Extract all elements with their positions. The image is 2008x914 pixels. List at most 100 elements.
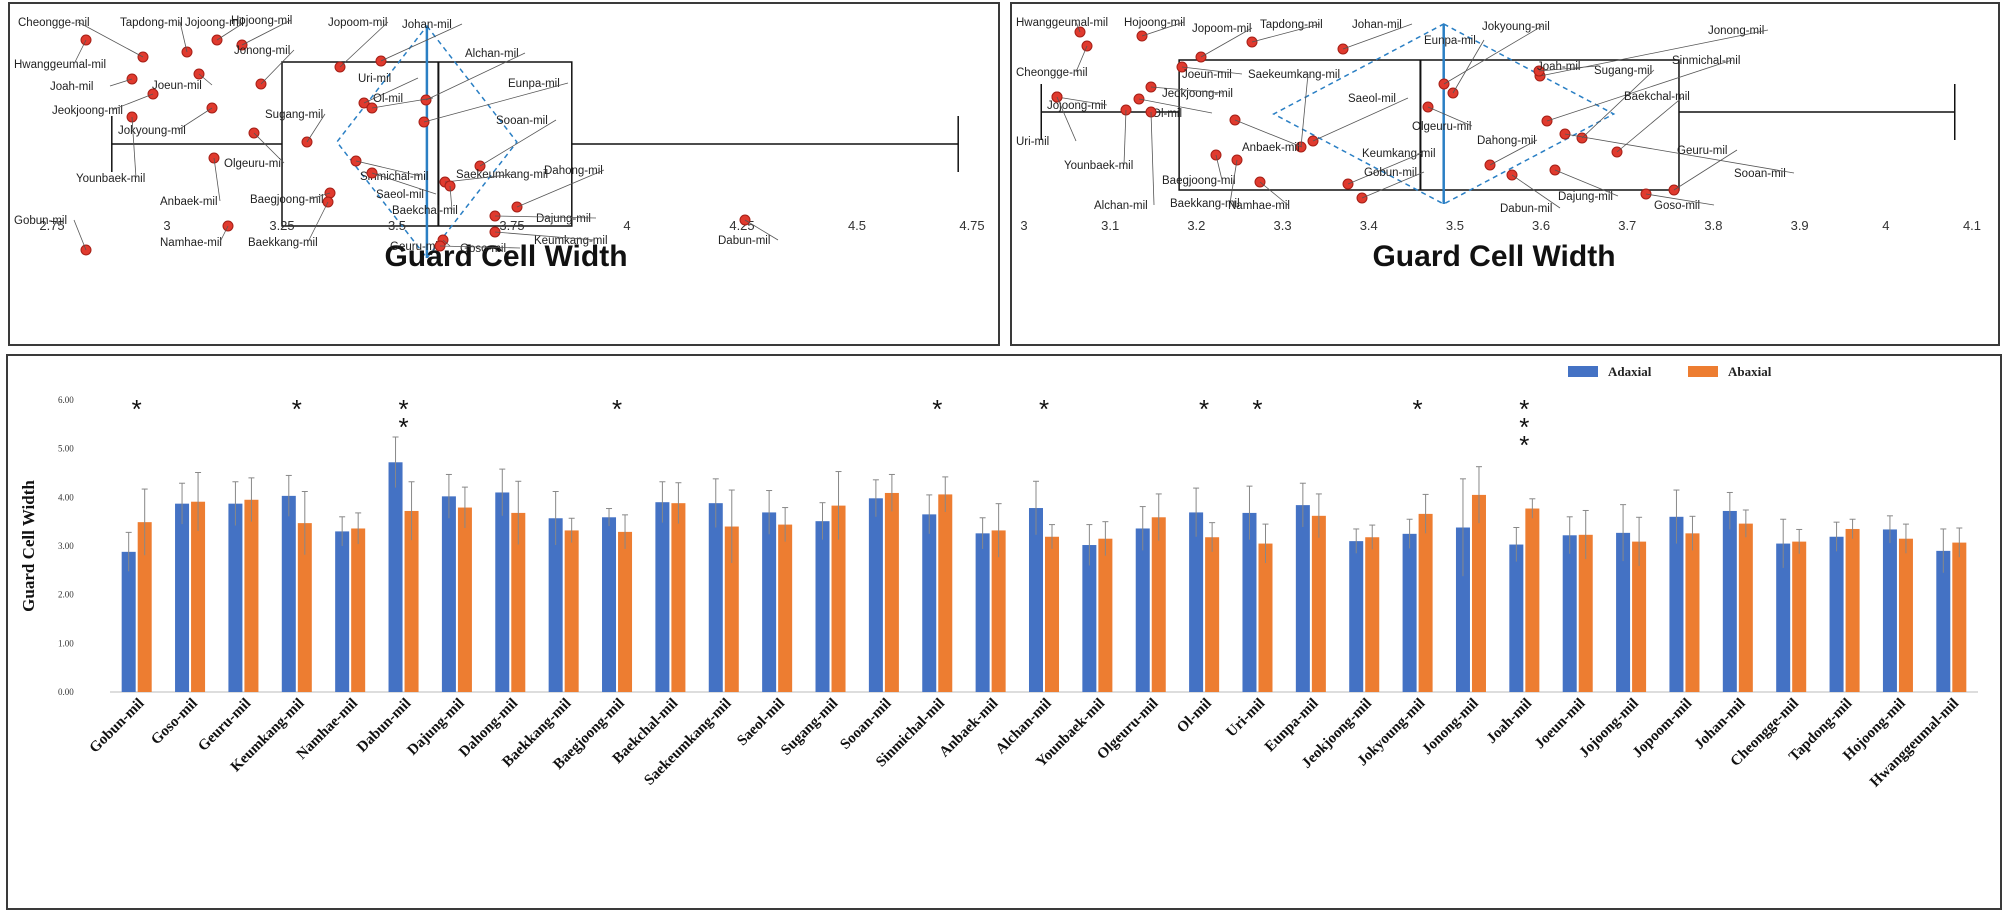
bar-abaxial — [1525, 508, 1540, 692]
point-label: Dahong-mil — [544, 165, 603, 177]
point-label: Sugang-mil — [1594, 65, 1652, 77]
x-tick-label: 2.75 — [39, 218, 64, 233]
bar-abaxial — [831, 505, 846, 692]
x-tick-label: Johan-mil — [1691, 696, 1748, 753]
point-label: Saeol-mil — [376, 189, 424, 201]
leader-line — [111, 93, 154, 111]
leader-line — [73, 219, 87, 251]
legend-label-adaxial: Adaxial — [1608, 364, 1652, 379]
leader-line — [1564, 133, 1795, 174]
point-label: Jeokjoong-mil — [52, 105, 123, 117]
point-label: Cheongge-mil — [18, 17, 90, 29]
significance-mark: * — [292, 394, 302, 424]
x-tick-label: Sugang-mil — [778, 696, 841, 759]
point-label: Joeun-mil — [1182, 69, 1232, 81]
confidence-diamond — [1272, 23, 1616, 205]
leader-line — [1300, 73, 1309, 148]
point-label: Tapdong-mil — [1260, 19, 1323, 31]
leader-line — [77, 21, 144, 58]
iqr-box — [1178, 59, 1680, 191]
legend-label-abaxial: Abaxial — [1728, 364, 1772, 379]
bar-abaxial — [884, 492, 899, 692]
bar-chart: 0.00 1.00 2.00 3.00 4.00 5.00 6.00 Guard Cell W… — [19, 364, 1978, 791]
point-label: Joah-mil — [50, 81, 93, 93]
leader-line — [449, 185, 453, 211]
x-tick-label: 3.6 — [1532, 218, 1550, 233]
leader-line — [423, 82, 569, 123]
leader-line — [1645, 193, 1715, 206]
x-tick-label: 4.75 — [959, 218, 984, 233]
bar-adaxial — [1509, 544, 1524, 692]
leader-line — [260, 49, 295, 85]
leader-line — [1138, 98, 1213, 114]
point-label: Olgeuru-mil — [1412, 121, 1471, 133]
significance-star: * — [132, 394, 142, 424]
leader-line — [494, 231, 595, 241]
x-axis-title: Guard Cell Width — [384, 240, 627, 273]
leader-line — [1200, 27, 1253, 58]
point-label: Goso-mil — [1654, 200, 1700, 212]
point-label: Younbaek-mil — [76, 173, 145, 185]
leader-line — [253, 132, 285, 164]
leader-line — [442, 239, 451, 247]
point-label: Tapdong-mil — [120, 17, 183, 29]
x-tick-label: 3.2 — [1187, 218, 1205, 233]
leader-line — [1538, 65, 1598, 72]
significance-star: * — [292, 394, 302, 424]
y-tick-label: 2.00 — [58, 590, 74, 600]
y-tick-label: 3.00 — [58, 541, 74, 551]
point-label: Dabun-mil — [1500, 203, 1552, 215]
point-label: Olgeuru-mil — [224, 158, 283, 170]
point-label: Geuru-mil — [390, 241, 440, 253]
leader-line — [1312, 97, 1409, 142]
point-label: Sinmichal-mil — [1672, 55, 1740, 67]
legend-swatch-abaxial — [1688, 366, 1718, 377]
leader-line — [1181, 66, 1243, 75]
bar-adaxial — [1562, 535, 1577, 692]
significance-mark: * — [1039, 394, 1049, 424]
leader-line — [516, 169, 605, 208]
leader-line — [355, 160, 421, 177]
x-tick-label: 3.5 — [1446, 218, 1464, 233]
point-label: Dajung-mil — [536, 213, 591, 225]
leader-line — [479, 119, 557, 167]
bar-adaxial — [1242, 512, 1257, 692]
point-label: Alchan-mil — [1094, 200, 1148, 212]
point-label: Baekchal-mil — [392, 205, 458, 217]
point-label: Jonong-mil — [1708, 25, 1764, 37]
point-label: Gobun-mil — [14, 215, 67, 227]
leader-line — [1347, 152, 1423, 185]
significance-mark: * — [132, 394, 142, 424]
leader-line — [131, 116, 137, 179]
scatter-panel-left: 2.75 3 3.25 3.5 3.75 4 4.25 4.5 4.75 Guard Cell W… — [8, 2, 1000, 346]
leader-line — [219, 225, 229, 243]
leader-line — [425, 52, 526, 101]
bar-abaxial — [1151, 517, 1166, 692]
point-label: Jeokjoong-mil — [1162, 88, 1233, 100]
significance-star: * — [398, 394, 408, 424]
point-label: Cheongge-mil — [1016, 67, 1088, 79]
bar-adaxial — [602, 517, 617, 692]
x-tick-label: Joah-mil — [1484, 696, 1535, 747]
bar-adaxial — [1936, 550, 1951, 692]
point-label: Keumkang-mil — [1362, 148, 1436, 160]
point-label: Eunpa-mil — [508, 78, 560, 90]
leader-line — [213, 157, 221, 202]
leader-line — [1259, 181, 1289, 206]
x-tick-label: Ol-mil — [1174, 696, 1215, 737]
bar-adaxial — [1082, 545, 1097, 692]
point-label: Anbaek-mil — [1242, 142, 1300, 154]
scatter-panel-right: 3 3.1 3.2 3.3 3.4 3.5 3.6 3.7 3.8 3.9 4 4.1 Guard Ce… — [1010, 2, 2000, 346]
bar-adaxial — [388, 462, 403, 692]
leader-line — [73, 39, 87, 65]
bar-adaxial — [815, 521, 830, 692]
bar-adaxial — [1402, 533, 1417, 692]
x-tick-label: 3 — [1020, 218, 1027, 233]
point-label: Hojoong-mil — [1124, 17, 1185, 29]
significance-mark: * — [1413, 394, 1423, 424]
point-label: Uri-mil — [1016, 136, 1049, 148]
bar-adaxial — [1616, 532, 1631, 692]
leader-line — [371, 97, 434, 109]
leader-line — [1150, 111, 1155, 206]
leader-line — [177, 107, 213, 131]
